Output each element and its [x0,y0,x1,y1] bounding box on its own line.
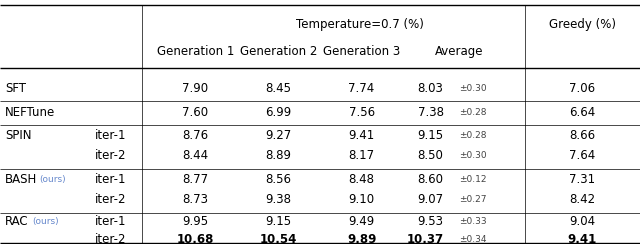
Text: 8.56: 8.56 [266,173,291,186]
Text: 7.64: 7.64 [569,149,596,162]
Text: 8.66: 8.66 [570,129,595,142]
Text: 8.60: 8.60 [417,173,444,186]
Text: Average: Average [435,45,484,58]
Text: ±0.28: ±0.28 [460,108,487,117]
Text: 10.37: 10.37 [406,233,444,244]
Text: Generation 2: Generation 2 [240,45,317,58]
Text: 8.77: 8.77 [182,173,208,186]
Text: iter-2: iter-2 [95,193,126,206]
Text: 7.56: 7.56 [349,106,374,119]
Text: iter-1: iter-1 [95,173,126,186]
Text: ±0.33: ±0.33 [460,217,487,226]
Text: 7.38: 7.38 [417,106,444,119]
Text: Greedy (%): Greedy (%) [549,18,616,31]
Text: iter-2: iter-2 [95,233,126,244]
Text: 9.41: 9.41 [348,129,375,142]
Text: RAC: RAC [5,215,29,228]
Text: ±0.28: ±0.28 [460,132,487,140]
Text: 9.95: 9.95 [182,215,208,228]
Text: 9.89: 9.89 [347,233,376,244]
Text: iter-2: iter-2 [95,149,126,162]
Text: 6.64: 6.64 [569,106,596,119]
Text: 8.44: 8.44 [182,149,208,162]
Text: NEFTune: NEFTune [5,106,56,119]
Text: 9.15: 9.15 [417,129,444,142]
Text: 10.54: 10.54 [260,233,297,244]
Text: (ours): (ours) [40,175,67,184]
Text: (ours): (ours) [32,217,59,226]
Text: 8.89: 8.89 [266,149,291,162]
Text: 7.90: 7.90 [182,82,208,95]
Text: 9.49: 9.49 [348,215,375,228]
Text: SPIN: SPIN [5,129,31,142]
Text: 9.15: 9.15 [266,215,291,228]
Text: 10.68: 10.68 [177,233,214,244]
Text: 9.10: 9.10 [349,193,374,206]
Text: 7.06: 7.06 [570,82,595,95]
Text: BASH: BASH [5,173,37,186]
Text: 8.42: 8.42 [570,193,595,206]
Text: SFT: SFT [5,82,26,95]
Text: 8.50: 8.50 [418,149,444,162]
Text: Generation 1: Generation 1 [157,45,234,58]
Text: 7.74: 7.74 [348,82,375,95]
Text: 8.48: 8.48 [349,173,374,186]
Text: 8.03: 8.03 [418,82,444,95]
Text: 9.27: 9.27 [265,129,292,142]
Text: 8.76: 8.76 [182,129,208,142]
Text: ±0.27: ±0.27 [460,195,487,204]
Text: Temperature=0.7 (%): Temperature=0.7 (%) [296,18,424,31]
Text: 6.99: 6.99 [265,106,292,119]
Text: iter-1: iter-1 [95,129,126,142]
Text: 8.45: 8.45 [266,82,291,95]
Text: 7.31: 7.31 [570,173,595,186]
Text: ±0.12: ±0.12 [460,175,487,184]
Text: 9.07: 9.07 [417,193,444,206]
Text: 9.04: 9.04 [570,215,595,228]
Text: ±0.30: ±0.30 [460,84,487,93]
Text: 8.17: 8.17 [349,149,374,162]
Text: 9.53: 9.53 [417,215,444,228]
Text: iter-1: iter-1 [95,215,126,228]
Text: 8.73: 8.73 [182,193,208,206]
Text: 9.38: 9.38 [266,193,291,206]
Text: 9.41: 9.41 [568,233,597,244]
Text: 7.60: 7.60 [182,106,208,119]
Text: Generation 3: Generation 3 [323,45,400,58]
Text: ±0.34: ±0.34 [460,235,487,244]
Text: ±0.30: ±0.30 [460,151,487,160]
